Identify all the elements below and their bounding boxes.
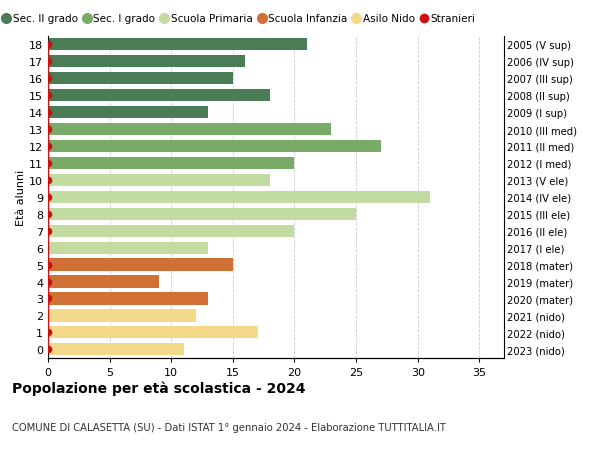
Bar xyxy=(48,39,307,51)
Bar xyxy=(48,293,208,305)
Bar xyxy=(48,56,245,68)
Y-axis label: Età alunni: Età alunni xyxy=(16,169,26,225)
Bar xyxy=(48,90,270,102)
Bar xyxy=(48,174,270,186)
Bar xyxy=(48,259,233,271)
Bar xyxy=(48,225,295,237)
Text: Popolazione per età scolastica - 2024: Popolazione per età scolastica - 2024 xyxy=(12,381,305,396)
Bar xyxy=(48,107,208,119)
Bar xyxy=(48,343,184,356)
Bar xyxy=(48,242,208,254)
Bar xyxy=(48,140,381,153)
Legend: Sec. II grado, Sec. I grado, Scuola Primaria, Scuola Infanzia, Asilo Nido, Stran: Sec. II grado, Sec. I grado, Scuola Prim… xyxy=(0,10,480,28)
Bar xyxy=(48,73,233,85)
Bar xyxy=(48,276,159,288)
Bar xyxy=(48,157,295,170)
Text: COMUNE DI CALASETTA (SU) - Dati ISTAT 1° gennaio 2024 - Elaborazione TUTTITALIA.: COMUNE DI CALASETTA (SU) - Dati ISTAT 1°… xyxy=(12,422,446,432)
Bar xyxy=(48,310,196,322)
Bar xyxy=(48,326,257,339)
Bar xyxy=(48,208,356,220)
Bar xyxy=(48,191,430,203)
Bar xyxy=(48,123,331,136)
